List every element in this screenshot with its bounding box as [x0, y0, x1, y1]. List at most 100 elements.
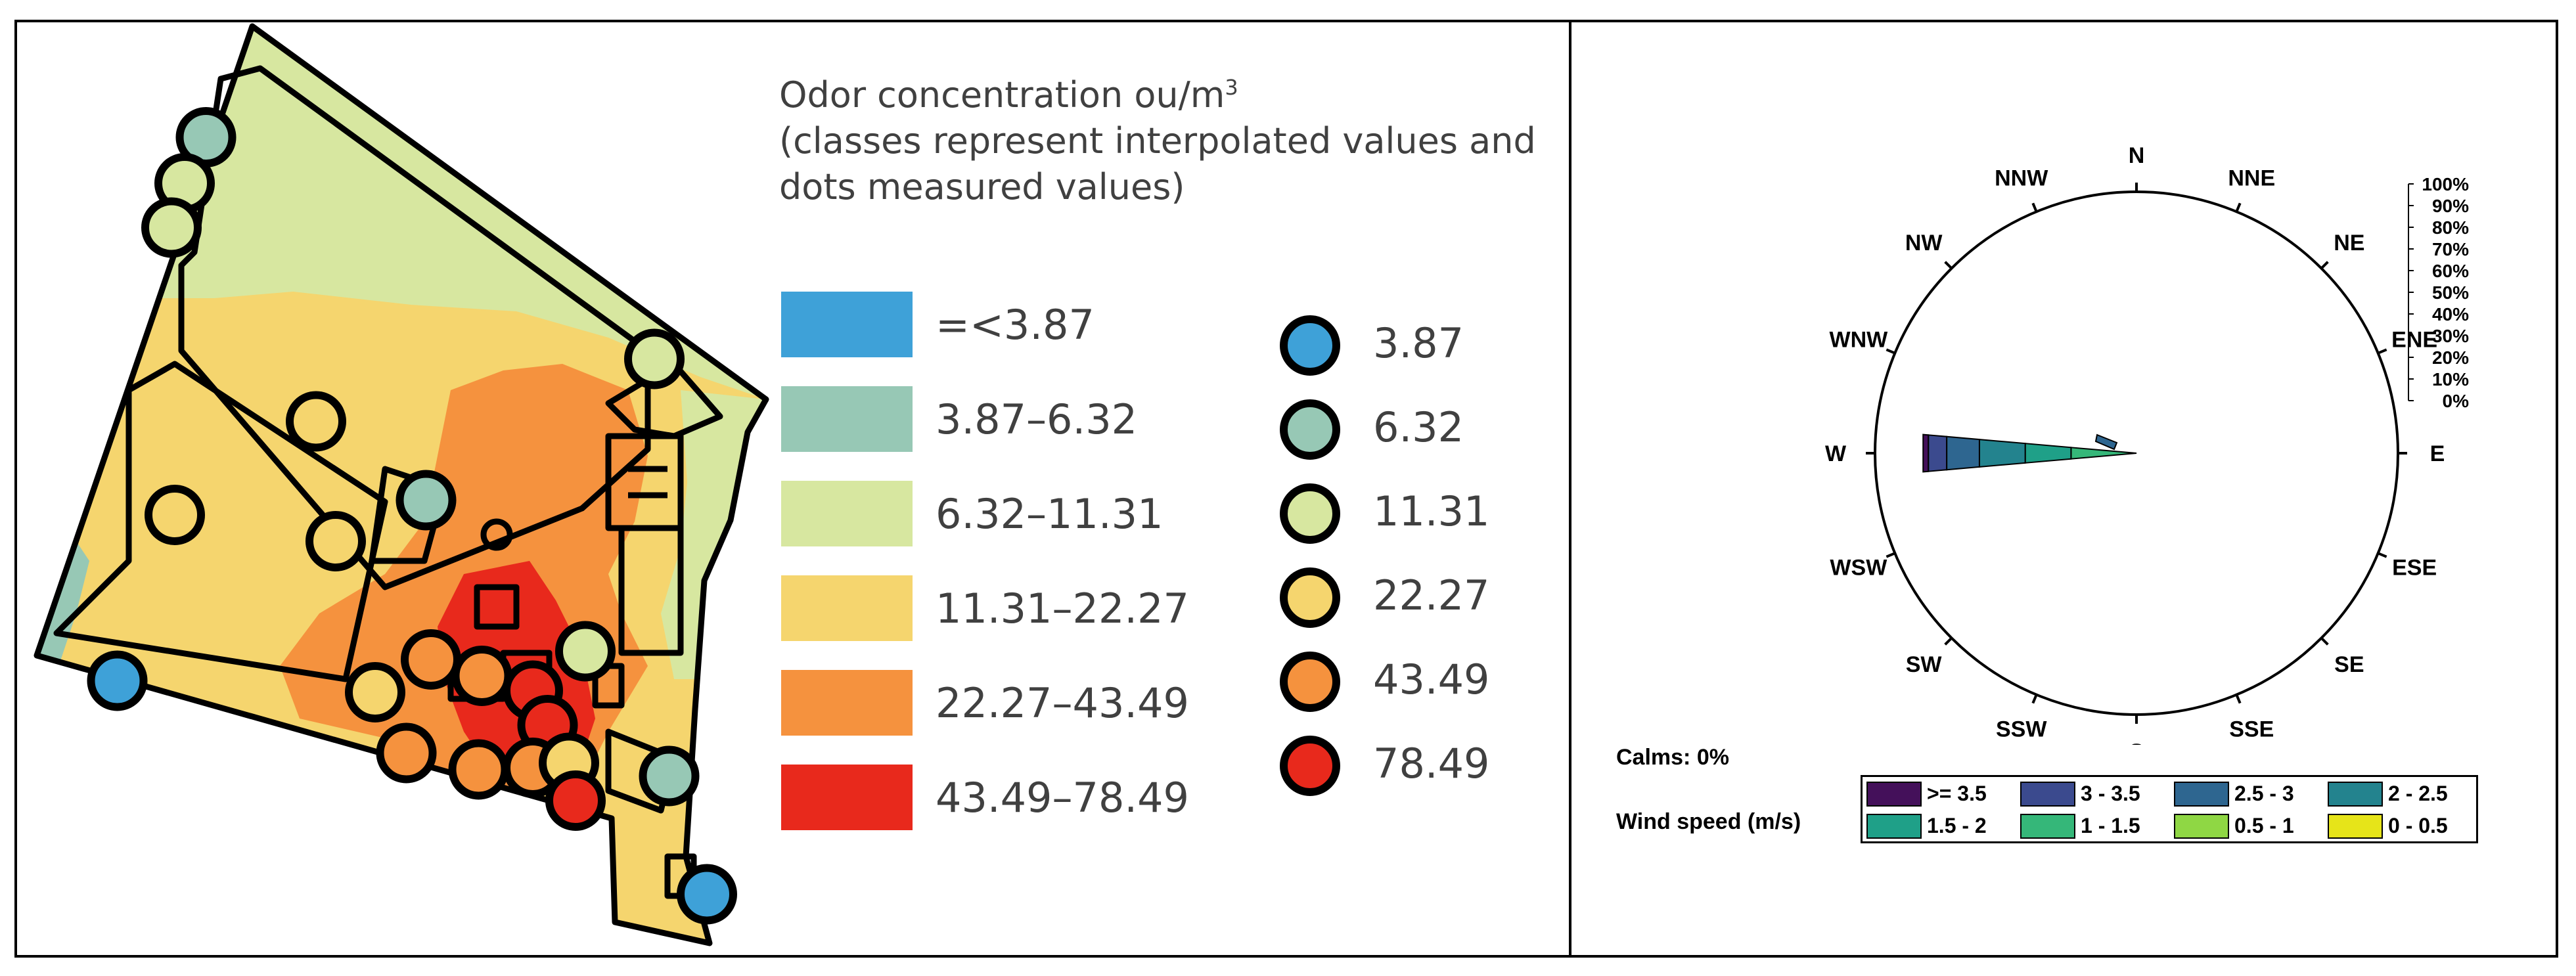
legend-title-line-2: (classes represent interpolated values a… — [779, 120, 1536, 162]
sample-dot — [677, 864, 737, 925]
scale-label: 90% — [2432, 196, 2469, 216]
sample-dot — [545, 770, 606, 831]
class-swatch — [781, 765, 913, 830]
scale-label: 60% — [2432, 261, 2469, 281]
rose-tick — [2235, 694, 2242, 704]
sample-dot — [141, 197, 202, 258]
class-swatch — [781, 575, 913, 641]
se-building — [605, 728, 677, 814]
direction-label: SSW — [1996, 717, 2047, 742]
direction-label: WSW — [1830, 556, 1887, 581]
rose-percent-scale: 100%90%80%70%60%50%40%30%20%10%0% — [2408, 174, 2469, 411]
sample-dot — [376, 722, 437, 784]
speed-label: 1.5 - 2 — [1927, 814, 1987, 837]
rose-tick — [2031, 202, 2038, 213]
scale-label: 50% — [2432, 282, 2469, 303]
dot-marker — [1280, 567, 1340, 628]
sample-dot — [555, 621, 616, 682]
sample-dot — [395, 470, 457, 531]
scale-label: 80% — [2432, 217, 2469, 238]
north-building — [178, 65, 651, 590]
speed-label: 0.5 - 1 — [2234, 814, 2294, 837]
panel-divider — [1569, 20, 1571, 958]
calms-label: Calms: 0% — [1616, 745, 1729, 770]
direction-label: WNW — [1829, 327, 1888, 352]
class-label: 43.49–78.49 — [936, 774, 1189, 822]
class-legend-item: 22.27–43.49 — [781, 670, 1280, 736]
dot-legend-item: 78.49 — [1265, 730, 1554, 796]
class-label: 6.32–11.31 — [936, 490, 1164, 538]
rose-tick — [1886, 348, 1896, 355]
west-field — [53, 361, 388, 682]
speed-swatch — [2328, 814, 2383, 839]
scale-label: 40% — [2432, 304, 2469, 324]
scale-label: 0% — [2443, 391, 2470, 411]
legend-title-superscript: 3 — [1225, 75, 1238, 100]
rose-tick — [2377, 348, 2387, 355]
speed-label: 0 - 0.5 — [2388, 814, 2448, 837]
dot-marker — [1280, 483, 1340, 544]
figure-frame — [14, 20, 2558, 958]
speed-label: 1 - 1.5 — [2081, 814, 2140, 837]
class-legend-item: 43.49–78.49 — [781, 765, 1280, 830]
class-label: =<3.87 — [936, 301, 1095, 349]
legend-title-line-3: dots measured values) — [779, 166, 1185, 208]
wind-petal-segment — [1928, 434, 1948, 472]
speed-bin: 0 - 0.5 — [2324, 810, 2478, 843]
tank — [474, 584, 520, 630]
sample-dot — [448, 739, 509, 800]
wind-rose: N NNE NE ENE E ESE SE SSE S SSW SW WSW W WNW NW NNW 100… — [1825, 143, 2469, 745]
direction-label: NE — [2334, 231, 2364, 255]
scale-label: 70% — [2432, 239, 2469, 259]
speed-swatch — [2328, 782, 2383, 807]
speed-bin: 3 - 3.5 — [2016, 778, 2171, 810]
dot-marker — [1280, 652, 1340, 712]
dot-marker — [1280, 736, 1340, 796]
direction-label: ENE — [2391, 327, 2437, 352]
dot-label: 6.32 — [1373, 403, 1464, 451]
speed-label: 3 - 3.5 — [2081, 782, 2140, 805]
rose-tick — [1944, 261, 1953, 269]
direction-label: SE — [2334, 652, 2364, 677]
legend-title: Odor concentration ou/m3 (classes repres… — [779, 64, 1554, 210]
sample-dot — [305, 511, 366, 571]
direction-label: E — [2430, 441, 2445, 466]
legend-title-line-1: Odor concentration ou/m — [779, 74, 1225, 116]
dot-label: 11.31 — [1373, 487, 1490, 535]
sample-dot — [639, 745, 700, 807]
direction-label: NW — [1905, 231, 1943, 255]
direction-label: ESE — [2392, 556, 2437, 581]
rose-petals — [1922, 433, 2137, 473]
dot-label: 22.27 — [1373, 571, 1490, 619]
dot-label: 43.49 — [1373, 655, 1490, 703]
class-label: 22.27–43.49 — [936, 679, 1189, 727]
class-legend-item: =<3.87 — [781, 292, 1280, 357]
scale-label: 100% — [2422, 174, 2469, 194]
rose-tick — [2320, 261, 2329, 269]
class-swatch — [781, 292, 913, 357]
sample-dot — [624, 328, 685, 389]
dot-legend-item: 43.49 — [1265, 646, 1554, 712]
speed-bin: 2.5 - 3 — [2170, 778, 2324, 810]
speed-swatch — [2174, 782, 2229, 807]
dot-legend-item: 3.87 — [1265, 310, 1554, 376]
direction-label: NNE — [2228, 166, 2275, 191]
wind-petal-segment — [2024, 443, 2072, 464]
sample-points — [87, 107, 737, 925]
wind-petal-segment — [1946, 435, 1980, 471]
speed-label: 2.5 - 3 — [2234, 782, 2294, 805]
dot-legend-item: 22.27 — [1265, 562, 1554, 628]
odor-map-panel: Odor concentration ou/m3 (classes repres… — [17, 22, 1569, 955]
speed-bin: 2 - 2.5 — [2324, 778, 2478, 810]
direction-label: S — [2129, 740, 2144, 745]
speed-label: >= 3.5 — [1927, 782, 1987, 805]
speed-swatch — [2020, 814, 2075, 839]
speed-swatch — [2020, 782, 2075, 807]
sample-dot — [286, 391, 346, 452]
speed-bin: >= 3.5 — [1863, 778, 2017, 810]
dot-legend-item: 11.31 — [1265, 478, 1554, 544]
dot-label: 78.49 — [1373, 740, 1490, 787]
speed-swatch — [1866, 814, 1922, 839]
round-tank — [480, 518, 513, 551]
scale-label: 30% — [2432, 326, 2469, 346]
